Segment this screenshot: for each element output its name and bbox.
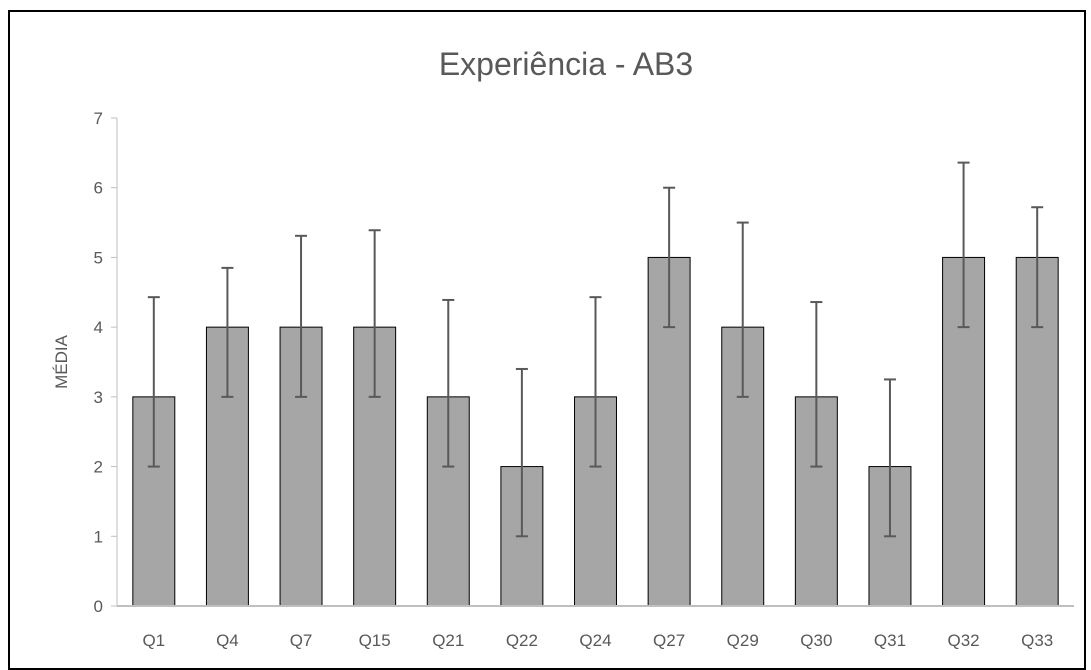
chart-title: Experiência - AB3 xyxy=(439,46,693,82)
x-tick-label: Q15 xyxy=(359,631,391,650)
y-tick-label: 7 xyxy=(94,109,103,128)
x-tick-label: Q7 xyxy=(290,631,313,650)
y-tick-label: 2 xyxy=(94,458,103,477)
x-tick-label: Q33 xyxy=(1021,631,1053,650)
x-tick-label: Q22 xyxy=(506,631,538,650)
x-tick-label: Q29 xyxy=(727,631,759,650)
x-tick-label: Q24 xyxy=(579,631,611,650)
y-axis-label: MÉDIA xyxy=(52,334,71,389)
y-tick-label: 0 xyxy=(94,597,103,616)
y-tick-label: 1 xyxy=(94,527,103,546)
y-tick-label: 3 xyxy=(94,388,103,407)
plot-area: 0 1 2 3 4 5 6 7 Q1 Q4 Q7 Q15 Q21 Q22 Q24 Q27 Q29 Q30 Q31 Q3… xyxy=(94,109,1074,650)
x-tick-label: Q30 xyxy=(800,631,832,650)
x-tick-label: Q31 xyxy=(874,631,906,650)
x-tick-label: Q27 xyxy=(653,631,685,650)
y-tick-label: 4 xyxy=(94,318,103,337)
x-tick-label: Q4 xyxy=(216,631,239,650)
y-tick-label: 6 xyxy=(94,179,103,198)
x-tick-label: Q32 xyxy=(948,631,980,650)
x-tick-label: Q21 xyxy=(432,631,464,650)
x-tick-label: Q1 xyxy=(142,631,165,650)
y-tick-label: 5 xyxy=(94,248,103,267)
